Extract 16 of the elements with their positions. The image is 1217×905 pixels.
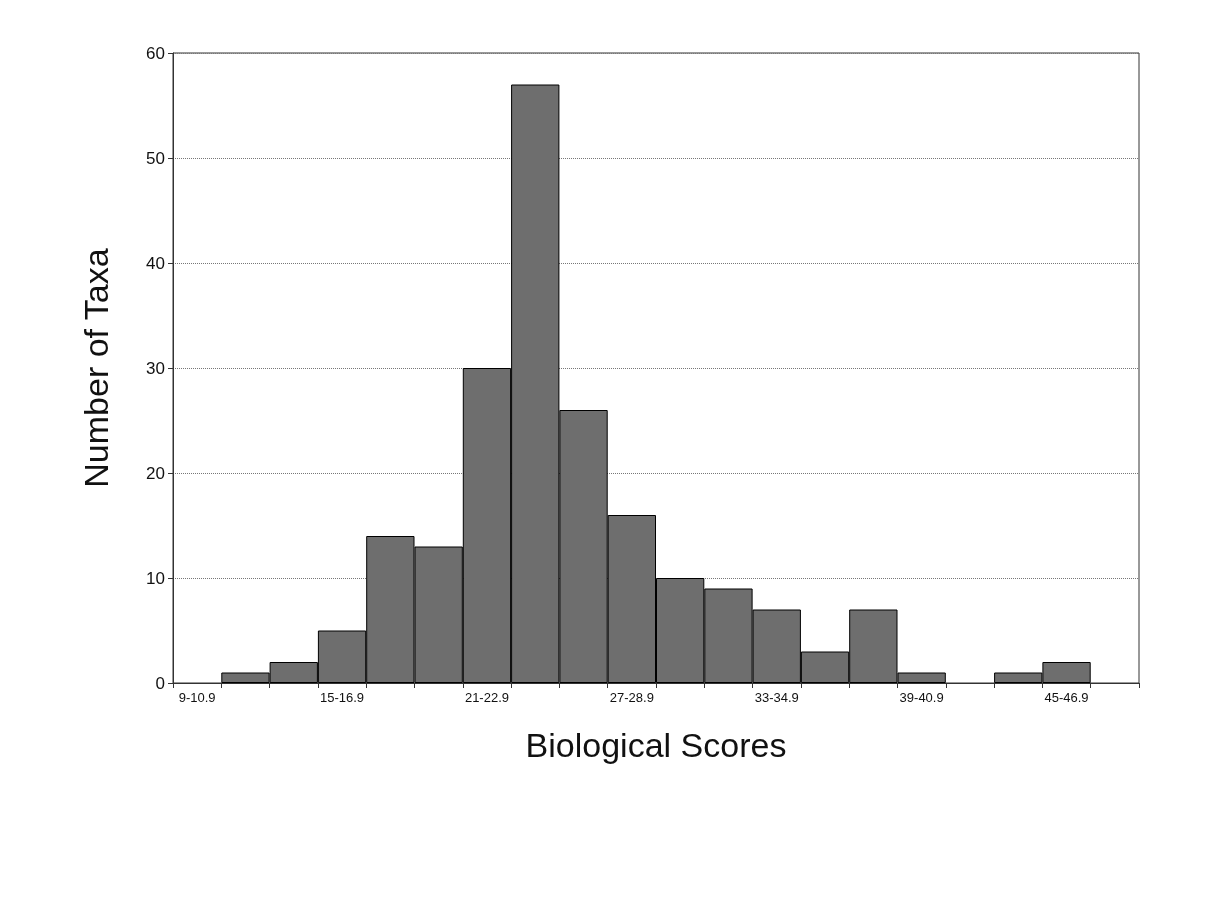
x-tick-label: 33-34.9 <box>754 690 799 705</box>
y-tick-label: 30 <box>146 358 165 378</box>
x-tick-label: 9-10.9 <box>178 690 216 705</box>
x-axis-title: Biological Scores <box>525 726 787 764</box>
y-tick-label: 50 <box>146 148 165 168</box>
x-tick-label: 15-16.9 <box>320 690 365 705</box>
y-tick-label: 20 <box>146 463 165 483</box>
y-tick-label: 10 <box>146 568 165 588</box>
x-tick-label: 39-40.9 <box>899 690 944 705</box>
x-tick-label: 27-28.9 <box>609 690 654 705</box>
y-axis-title: Number of Taxa <box>77 248 115 488</box>
y-tick-label: 60 <box>146 43 165 63</box>
x-tick-label: 45-46.9 <box>1044 690 1089 705</box>
x-tick-label: 21-22.9 <box>464 690 509 705</box>
y-tick-label: 0 <box>155 673 165 693</box>
y-tick-label: 40 <box>146 253 165 273</box>
